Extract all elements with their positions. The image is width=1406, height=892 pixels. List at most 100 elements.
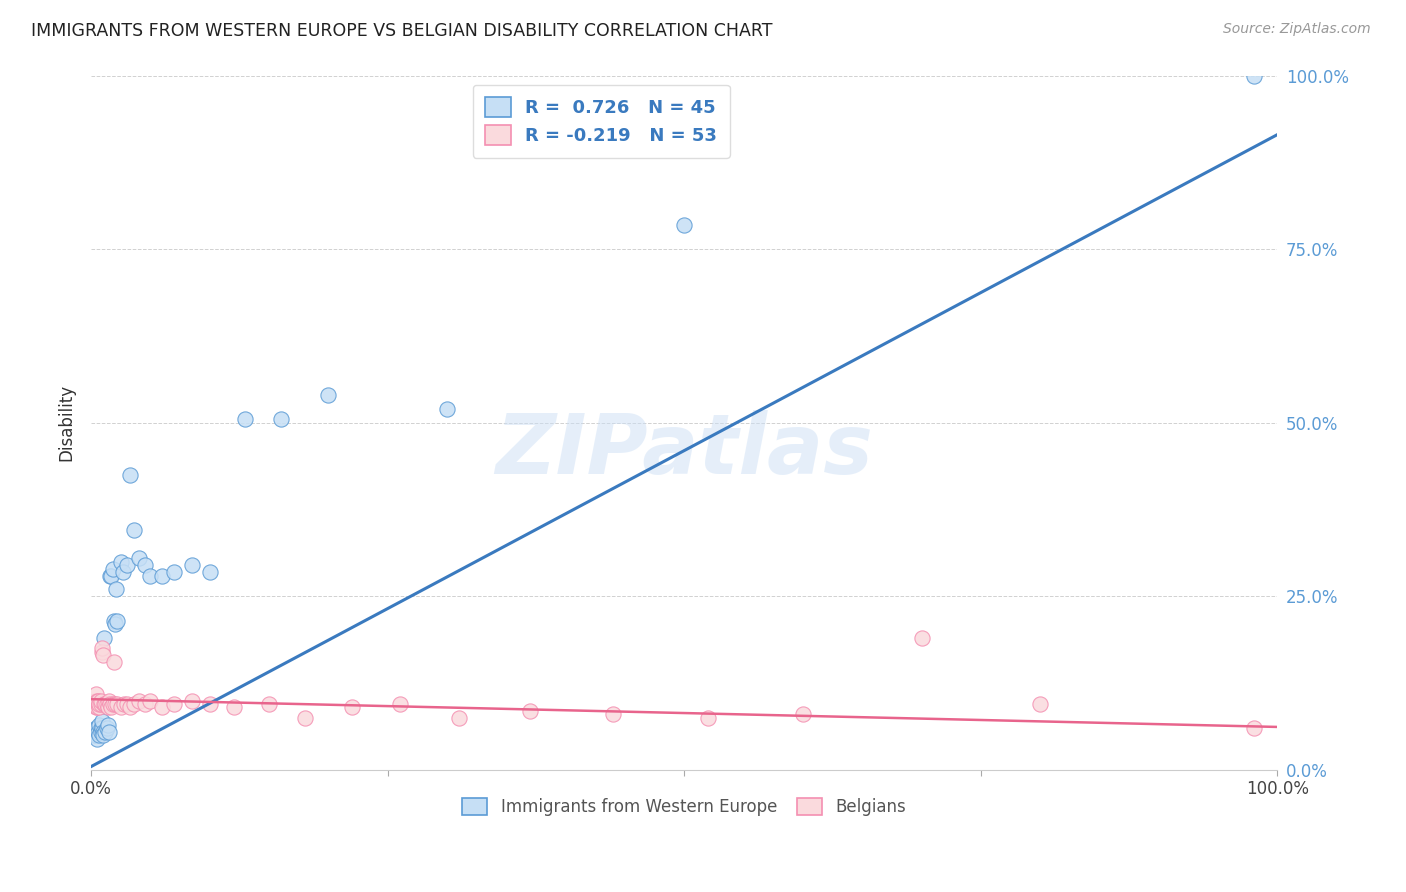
Point bbox=[673, 218, 696, 232]
Point bbox=[122, 697, 145, 711]
Point bbox=[198, 565, 221, 579]
Point bbox=[84, 687, 107, 701]
Point bbox=[792, 707, 814, 722]
Point bbox=[104, 697, 127, 711]
Point bbox=[83, 724, 105, 739]
Point bbox=[128, 693, 150, 707]
Point bbox=[91, 724, 114, 739]
Point bbox=[120, 700, 142, 714]
Point bbox=[222, 700, 245, 714]
Point bbox=[97, 693, 120, 707]
Point bbox=[134, 697, 156, 711]
Point bbox=[112, 565, 135, 579]
Point bbox=[90, 714, 112, 729]
Point bbox=[89, 700, 111, 714]
Point bbox=[115, 697, 138, 711]
Point bbox=[90, 641, 112, 656]
Point bbox=[519, 704, 541, 718]
Point bbox=[83, 728, 105, 742]
Point bbox=[90, 697, 112, 711]
Point bbox=[83, 693, 105, 707]
Point bbox=[128, 551, 150, 566]
Point bbox=[97, 700, 120, 714]
Point bbox=[89, 697, 111, 711]
Point bbox=[120, 467, 142, 482]
Point bbox=[318, 388, 340, 402]
Point bbox=[110, 700, 132, 714]
Point bbox=[105, 614, 128, 628]
Point bbox=[436, 401, 458, 416]
Point bbox=[90, 724, 112, 739]
Point bbox=[122, 524, 145, 538]
Point bbox=[83, 697, 105, 711]
Point bbox=[90, 722, 112, 736]
Point bbox=[90, 693, 112, 707]
Point bbox=[910, 631, 932, 645]
Point bbox=[87, 724, 110, 739]
Point bbox=[101, 561, 124, 575]
Point bbox=[447, 711, 470, 725]
Point bbox=[100, 700, 122, 714]
Point bbox=[89, 718, 111, 732]
Y-axis label: Disability: Disability bbox=[58, 384, 75, 461]
Point bbox=[94, 697, 117, 711]
Point bbox=[105, 697, 128, 711]
Point bbox=[86, 700, 108, 714]
Point bbox=[388, 697, 411, 711]
Point bbox=[100, 568, 122, 582]
Point bbox=[115, 558, 138, 573]
Point bbox=[91, 728, 114, 742]
Point bbox=[90, 645, 112, 659]
Point bbox=[101, 697, 124, 711]
Point bbox=[181, 693, 204, 707]
Point bbox=[139, 693, 162, 707]
Point bbox=[139, 568, 162, 582]
Point bbox=[83, 697, 105, 711]
Point bbox=[82, 697, 104, 711]
Point bbox=[87, 693, 110, 707]
Point bbox=[93, 631, 115, 645]
Point bbox=[86, 722, 108, 736]
Text: ZIPatlas: ZIPatlas bbox=[495, 410, 873, 491]
Point bbox=[103, 656, 125, 670]
Point bbox=[150, 700, 173, 714]
Point bbox=[104, 617, 127, 632]
Text: Source: ZipAtlas.com: Source: ZipAtlas.com bbox=[1223, 22, 1371, 37]
Point bbox=[84, 700, 107, 714]
Point bbox=[84, 722, 107, 736]
Point bbox=[98, 568, 121, 582]
Point bbox=[270, 412, 292, 426]
Point bbox=[87, 697, 110, 711]
Point bbox=[110, 555, 132, 569]
Text: IMMIGRANTS FROM WESTERN EUROPE VS BELGIAN DISABILITY CORRELATION CHART: IMMIGRANTS FROM WESTERN EUROPE VS BELGIA… bbox=[31, 22, 772, 40]
Point bbox=[134, 558, 156, 573]
Point bbox=[198, 697, 221, 711]
Point bbox=[96, 722, 118, 736]
Point bbox=[94, 724, 117, 739]
Point bbox=[112, 697, 135, 711]
Point bbox=[97, 724, 120, 739]
Point bbox=[340, 700, 363, 714]
Point bbox=[96, 697, 118, 711]
Point bbox=[103, 614, 125, 628]
Legend: Immigrants from Western Europe, Belgians: Immigrants from Western Europe, Belgians bbox=[454, 789, 914, 824]
Point bbox=[86, 731, 108, 746]
Point bbox=[84, 728, 107, 742]
Point bbox=[257, 697, 280, 711]
Point bbox=[163, 565, 186, 579]
Point bbox=[98, 697, 121, 711]
Point bbox=[86, 693, 108, 707]
Point bbox=[163, 697, 186, 711]
Point bbox=[105, 582, 128, 597]
Point bbox=[97, 718, 120, 732]
Point bbox=[1243, 722, 1265, 736]
Point bbox=[294, 711, 316, 725]
Point bbox=[235, 412, 257, 426]
Point bbox=[91, 648, 114, 663]
Point bbox=[697, 711, 720, 725]
Point bbox=[93, 697, 115, 711]
Point bbox=[602, 707, 624, 722]
Point bbox=[1029, 697, 1052, 711]
Point bbox=[150, 568, 173, 582]
Point bbox=[1243, 69, 1265, 83]
